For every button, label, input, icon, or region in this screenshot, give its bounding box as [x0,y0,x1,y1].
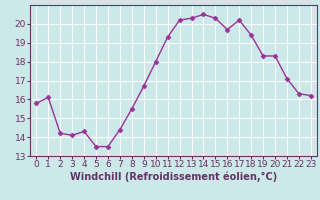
X-axis label: Windchill (Refroidissement éolien,°C): Windchill (Refroidissement éolien,°C) [70,172,277,182]
